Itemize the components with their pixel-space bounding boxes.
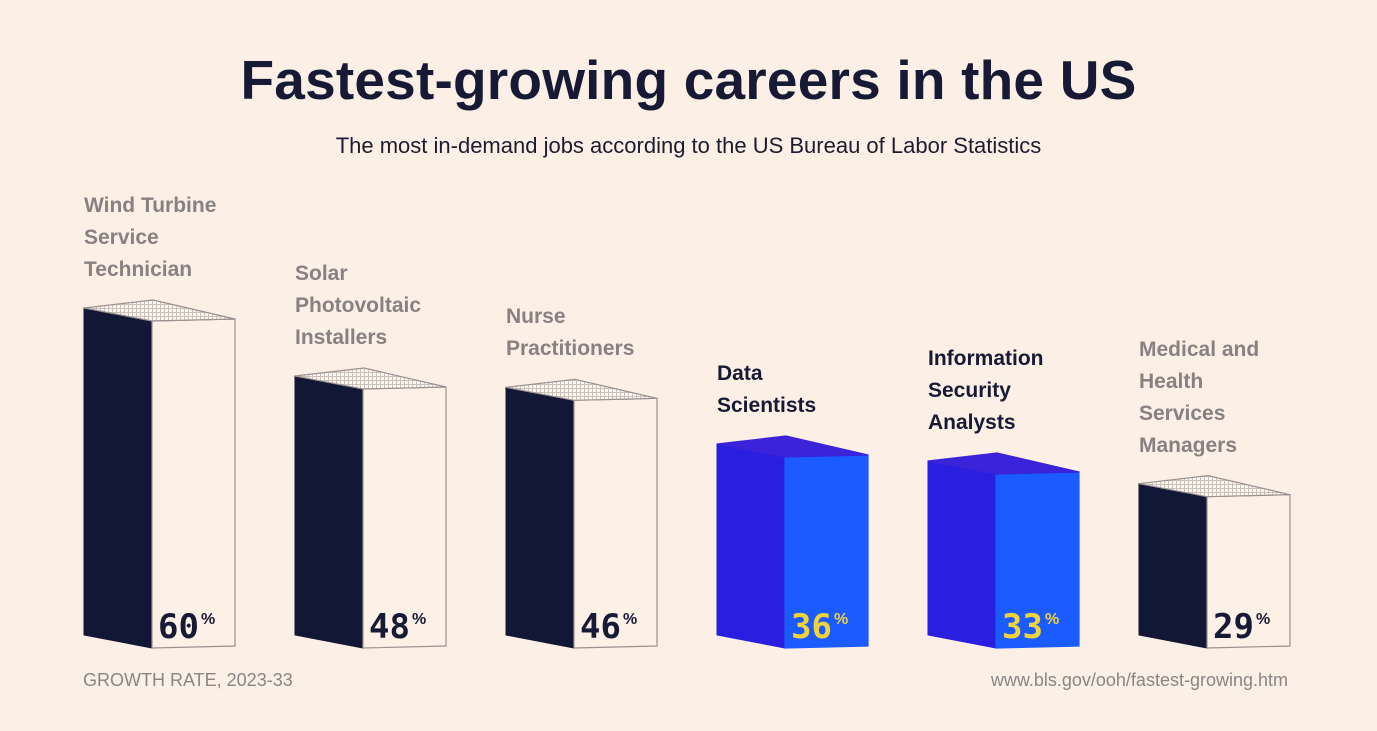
bar-group: 36%	[716, 435, 869, 649]
bar-group: 33%	[927, 452, 1080, 649]
bar-top-face	[716, 435, 869, 458]
bar-value-label: 60%	[158, 607, 215, 647]
category-label: Data Scientists	[717, 362, 817, 417]
bar-side-face	[927, 460, 997, 649]
bar-top-face	[927, 452, 1080, 475]
bar-value-label: 36%	[791, 607, 848, 647]
bar-value-label: 48%	[369, 607, 426, 647]
bar-top-face	[83, 299, 236, 322]
source-link[interactable]: www.bls.gov/ooh/fastest-growing.htm	[990, 670, 1288, 690]
bar-top-face	[294, 367, 447, 390]
bar-side-face	[505, 386, 575, 649]
bar-value-label: 33%	[1002, 607, 1059, 647]
bar-group: 48%	[294, 367, 447, 649]
category-label: Information Security Analysts	[928, 347, 1044, 434]
bar-front-face	[151, 318, 236, 649]
category-label: Nurse Practitioners	[506, 305, 635, 361]
bar-group: 46%	[505, 378, 658, 649]
chart-subtitle: The most in-demand jobs according to the…	[335, 133, 1042, 158]
chart-title: Fastest-growing careers in the US	[240, 49, 1137, 111]
bar-side-face	[294, 375, 364, 649]
bar-side-face	[716, 443, 786, 649]
bar-group: 60%	[83, 299, 236, 649]
category-label: Medical and Health Services Managers	[1139, 337, 1260, 457]
bar-top-face	[505, 378, 658, 401]
bar-top-face	[1138, 475, 1291, 498]
bar-side-face	[83, 307, 153, 649]
bar-value-label: 29%	[1213, 607, 1270, 647]
bar-group: 29%	[1138, 475, 1291, 649]
category-label: Wind Turbine Service Technician	[84, 194, 217, 281]
bar-side-face	[1138, 483, 1208, 649]
axis-label-growth-rate: GROWTH RATE, 2023-33	[83, 670, 293, 690]
category-label: Solar Photovoltaic Installers	[295, 262, 422, 349]
bar-value-label: 46%	[580, 607, 637, 647]
